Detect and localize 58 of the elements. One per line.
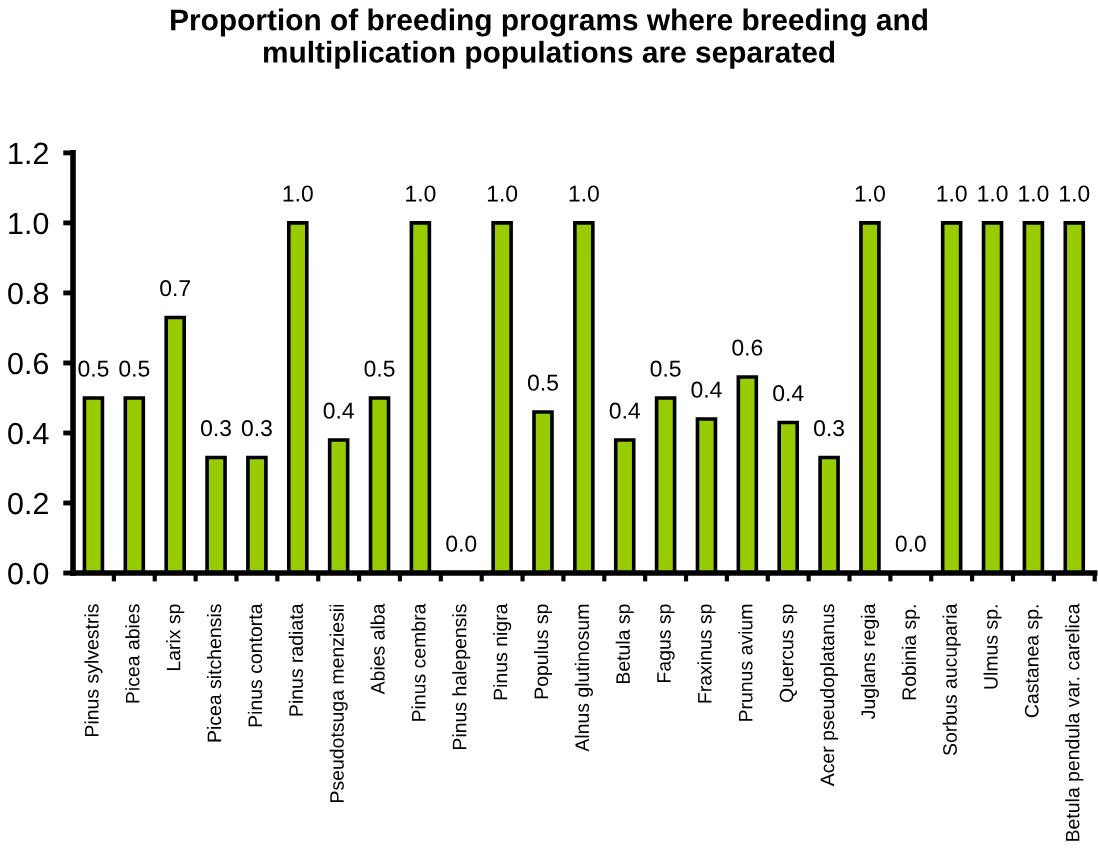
- data-label: 0.7: [160, 280, 190, 297]
- x-tick-label: Robinia sp.: [901, 605, 920, 700]
- data-label: 1.0: [283, 185, 313, 202]
- x-tick-label: Pseudotsuga menziesii: [329, 604, 348, 802]
- y-tick-label: 1.2: [9, 142, 48, 164]
- x-tick-label: Pinus halepensis: [452, 604, 471, 749]
- data-label: 0.4: [691, 381, 722, 398]
- x-tick-label: Quercus sp: [779, 604, 798, 703]
- y-tick-label: 0.0: [8, 562, 49, 585]
- chart-title: Proportion of breeding programs where breeding and multiplication populations are separated: [171, 8, 927, 69]
- x-tick-label: Ulmus sp.: [983, 605, 1002, 689]
- data-label: 0.4: [323, 402, 354, 419]
- y-tick-label: 0.6: [8, 352, 49, 375]
- data-label: 0.5: [364, 360, 395, 377]
- data-label: 0.5: [119, 360, 150, 377]
- x-tick-label: Acer pseudoplatanus: [820, 604, 839, 787]
- data-label: 0.3: [201, 420, 231, 437]
- data-label: 1.0: [978, 185, 1008, 202]
- data-label: 1.0: [487, 185, 518, 202]
- x-tick-label: Pinus cembra: [411, 603, 426, 721]
- data-label: 1.0: [937, 185, 967, 202]
- data-label: 0.4: [609, 402, 640, 419]
- y-tick-label: 0.2: [8, 492, 48, 515]
- x-tick-label: Larix sp: [166, 604, 185, 671]
- x-tick-label: Fagus sp: [657, 604, 675, 682]
- x-tick-label: Alnus glutinosum: [574, 604, 593, 752]
- x-tick-label: Picea abies: [125, 604, 140, 703]
- x-tick-label: Betula pendula var. carelica: [1065, 603, 1084, 841]
- data-label: 0.5: [527, 374, 558, 391]
- data-label: 0.3: [814, 420, 844, 437]
- data-label: 1.0: [569, 185, 599, 202]
- data-label: 0.0: [895, 535, 926, 552]
- x-tick-label: Castanea sp.: [1024, 605, 1043, 718]
- x-tick-label: Pinus radiata: [288, 603, 304, 716]
- data-label: 0.6: [732, 339, 763, 356]
- x-tick-label: Sorbus aucuparia: [942, 603, 961, 756]
- data-label: 0.5: [78, 360, 109, 377]
- x-tick-label: Juglans regia: [860, 603, 879, 719]
- data-label: 1.0: [406, 185, 436, 202]
- x-tick-label: Prunus avium: [738, 604, 753, 721]
- data-label: 1.0: [1019, 185, 1049, 202]
- x-tick-label: Fraxinus sp: [697, 604, 716, 703]
- x-tick-label: Pinus nigra: [493, 603, 512, 700]
- data-label: 1.0: [1060, 185, 1090, 202]
- data-label: 0.5: [650, 360, 681, 377]
- data-label: 0.3: [241, 420, 272, 437]
- x-tick-label: Pinus sylvestris: [84, 604, 103, 736]
- data-label: 1.0: [855, 185, 885, 202]
- y-tick-label: 1.0: [9, 212, 49, 235]
- x-tick-label: Picea sitchensis: [206, 604, 222, 742]
- y-tick-label: 0.4: [8, 422, 49, 445]
- y-tick-label: 0.8: [8, 282, 49, 305]
- data-label: 0.0: [446, 535, 477, 552]
- x-tick-label: Betula sp: [615, 604, 634, 684]
- data-label: 0.4: [773, 385, 804, 402]
- x-tick-label: Abies alba: [370, 603, 385, 695]
- x-tick-label: Populus sp: [533, 604, 553, 699]
- x-tick-label: Pinus contorta: [247, 603, 263, 727]
